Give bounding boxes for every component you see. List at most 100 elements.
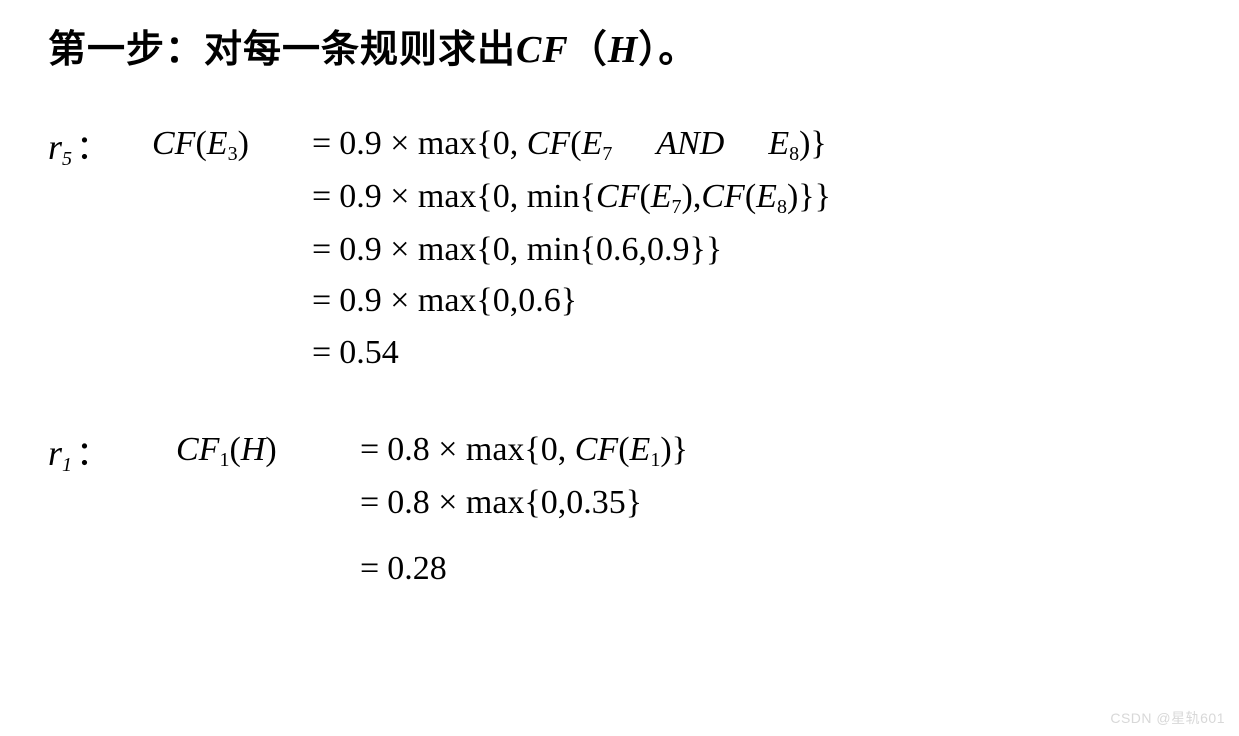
r1-lhs-h: H — [241, 431, 266, 468]
r1-line1: CF1(H) = 0.8 × max{0, CF(E1)} — [176, 427, 688, 474]
r5-lhs-e: E — [207, 125, 228, 162]
r5-l2-e7sub: 7 — [672, 196, 682, 218]
r1-l1-e1sub: 1 — [650, 449, 660, 471]
r1-l1-pclose: ) — [660, 431, 671, 468]
r5-line2: = 0.9 × max{0, min{CF(E7),CF(E8)}} — [152, 174, 831, 221]
eq-sign: = — [304, 227, 339, 273]
r5-l1-e7: E — [582, 125, 603, 162]
r5-l2-min: min — [527, 178, 580, 215]
r1-line3: = 0.28 — [176, 546, 688, 592]
r5-l3-min: min — [527, 231, 580, 268]
r5-l4-max: max — [418, 282, 477, 319]
title-period: 。 — [658, 29, 697, 71]
eq-sign: = — [304, 121, 339, 167]
r1-label-r: r — [48, 433, 62, 473]
r5-l2-cf2: CF — [701, 178, 744, 215]
title-open-paren: （ — [569, 29, 608, 71]
watermark: CSDN @星轨601 — [1110, 708, 1225, 728]
r5-l1-max: max — [418, 125, 477, 162]
r5-colon: ： — [72, 130, 110, 167]
r5-l1-popen: ( — [570, 125, 581, 162]
r5-l1-mul: × — [390, 125, 409, 162]
r5-l4-open: { — [476, 282, 492, 319]
r5-l2-p1close: ), — [682, 178, 702, 215]
r1-l2-args: 0,0.35 — [541, 484, 626, 521]
r5-l2-e8: E — [756, 178, 777, 215]
r5-l3-zero: 0, — [493, 231, 519, 268]
title-prefix: 第一步：对每一条规则求出 — [48, 29, 516, 71]
r5-l1-zero: 0, — [493, 125, 519, 162]
r5-l3-open: { — [476, 231, 492, 268]
r5-l4-args: 0,0.6 — [493, 282, 561, 319]
r5-l3-v2: 0.9 — [647, 231, 690, 268]
r1-l1-max: max — [466, 431, 525, 468]
r5-l4-close: } — [561, 282, 577, 319]
r5-l3-minopen: { — [580, 231, 596, 268]
r1-lhs-cfsub: 1 — [219, 449, 229, 471]
r5-l3-minclose: } — [689, 231, 705, 268]
r1-l1-cf: CF — [575, 431, 618, 468]
r5-l2-zero: 0, — [493, 178, 519, 215]
r1-l1-open: { — [524, 431, 540, 468]
title-h: H — [608, 29, 639, 71]
r1-label: r1： — [48, 427, 152, 479]
r1-l2-mul: × — [438, 484, 457, 521]
r5-l2-mul: × — [390, 178, 409, 215]
r5-l1-coef: 0.9 — [339, 125, 382, 162]
r5-l2-e7: E — [651, 178, 672, 215]
title-cf: CF — [516, 29, 569, 71]
r5-l1-open: { — [476, 125, 492, 162]
r5-label-sub: 5 — [62, 148, 72, 170]
r5-l2-p1open: ( — [639, 178, 650, 215]
r5-l2-coef: 0.9 — [339, 178, 382, 215]
eq-sign: = — [352, 546, 387, 592]
r1-result: 0.28 — [387, 550, 447, 587]
eq-sign: = — [352, 480, 387, 526]
title-close-paren: ） — [638, 29, 658, 71]
r1-l1-zero: 0, — [541, 431, 567, 468]
r1-l2-open: { — [524, 484, 540, 521]
r5-line4: = 0.9 × max{0,0.6} — [152, 278, 831, 324]
r1-l2-coef: 0.8 — [387, 484, 430, 521]
r5-l2-cf1: CF — [596, 178, 639, 215]
r5-l4-mul: × — [390, 282, 409, 319]
r1-lhs-close: ) — [265, 431, 276, 468]
r5-l2-max: max — [418, 178, 477, 215]
eq-sign: = — [352, 427, 387, 473]
eq-sign: = — [304, 278, 339, 324]
r5-line1: CF(E3) = 0.9 × max{0, CF(E7ANDE8)} — [152, 121, 831, 168]
r5-l3-v1: 0.6, — [596, 231, 647, 268]
r1-lhs-cf: CF — [176, 431, 219, 468]
eq-sign: = — [304, 174, 339, 220]
r5-l3-max: max — [418, 231, 477, 268]
r1-line2: = 0.8 × max{0,0.35} — [176, 480, 688, 526]
r5-l2-p2close: ) — [787, 178, 798, 215]
r1-l2-close: } — [626, 484, 642, 521]
r5-l1-pclose: ) — [799, 125, 810, 162]
r5-l2-minopen: { — [580, 178, 596, 215]
r5-l3-coef: 0.9 — [339, 231, 382, 268]
r5-result: 0.54 — [339, 334, 399, 371]
rule-r1-block: r1： CF1(H) = 0.8 × max{0, CF(E1)} — [48, 427, 1239, 597]
r5-l3-mul: × — [390, 231, 409, 268]
r5-l2-close: } — [815, 178, 831, 215]
r1-lhs-open: ( — [229, 431, 240, 468]
r5-l2-open: { — [476, 178, 492, 215]
page-title: 第一步：对每一条规则求出CF（H）。 — [48, 18, 1239, 73]
r1-equations: CF1(H) = 0.8 × max{0, CF(E1)} = — [152, 427, 688, 597]
r1-l1-close: } — [672, 431, 688, 468]
r5-l4-coef: 0.9 — [339, 282, 382, 319]
r1-l1-popen: ( — [618, 431, 629, 468]
r5-l1-e8sub: 8 — [789, 143, 799, 165]
r1-l1-e1: E — [630, 431, 651, 468]
r5-equations: CF(E3) = 0.9 × max{0, CF(E7ANDE8)} — [152, 121, 831, 381]
r5-l2-e8sub: 8 — [777, 196, 787, 218]
r5-l1-e8: E — [768, 125, 789, 162]
r1-colon: ： — [72, 436, 110, 473]
r5-label: r5： — [48, 121, 152, 173]
rule-r5-block: r5： CF(E3) = 0.9 × max{0, CF(E7ANDE8)} — [48, 121, 1239, 381]
r1-l1-mul: × — [438, 431, 457, 468]
r5-lhs-sub: 3 — [228, 143, 238, 165]
r5-label-r: r — [48, 127, 62, 167]
r5-lhs-cf: CF — [152, 125, 195, 162]
